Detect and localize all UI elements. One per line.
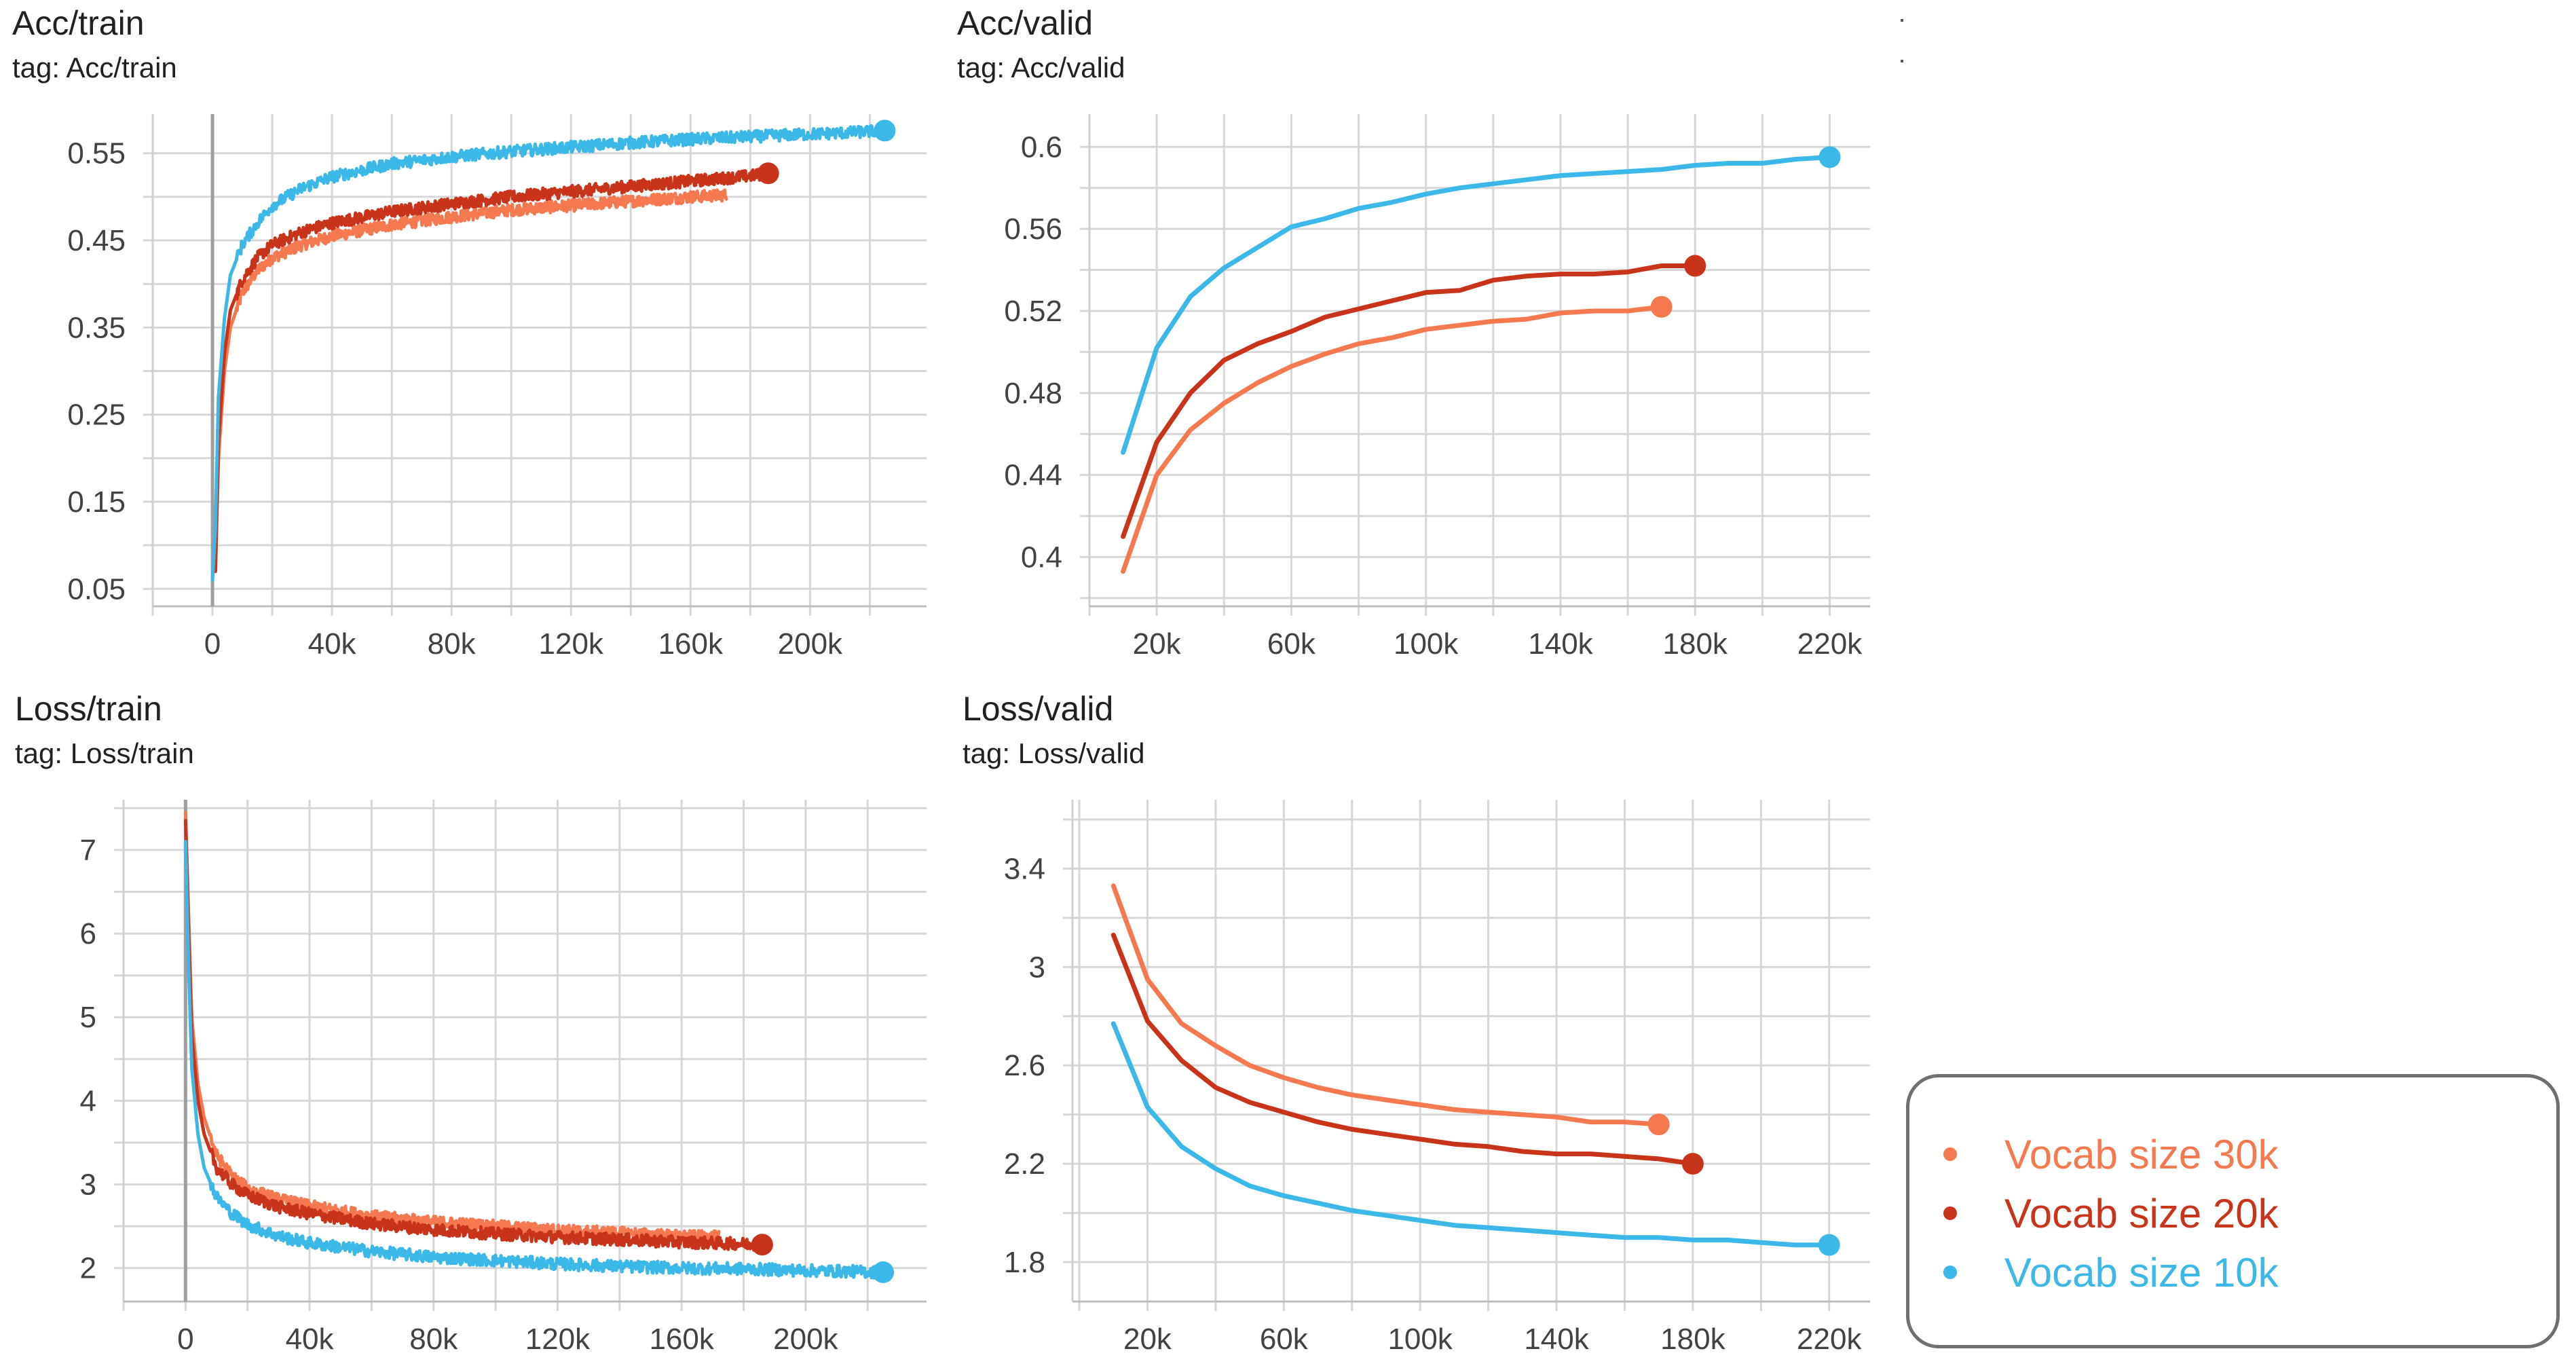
acc-valid-series-vocab-size-10k-line	[1121, 154, 1832, 455]
legend-item-10k: Vocab size 10k	[1943, 1245, 2279, 1299]
acc-train-series-vocab-size-20k-line	[213, 167, 770, 574]
acc-train-series-vocab-size-20k-end-marker	[757, 162, 779, 185]
loss-valid-series-vocab-size-20k-line	[1110, 932, 1696, 1166]
acc-valid-xtick-label: 100k	[1394, 627, 1459, 661]
loss-train-ytick-label: 6	[80, 917, 96, 950]
acc-train-xtick-label: 160k	[658, 627, 724, 661]
legend: Vocab size 30k Vocab size 20k Vocab size…	[1906, 1074, 2560, 1348]
legend-item-30k: Vocab size 30k	[1943, 1127, 2279, 1181]
loss-train-ytick-label: 4	[80, 1084, 96, 1118]
acc-valid-ytick-label: 0.44	[1004, 459, 1062, 492]
acc-valid-xtick-label: 180k	[1663, 627, 1728, 661]
panel-title-acc-train: Acc/train	[12, 4, 145, 42]
legend-dot-10k	[1943, 1266, 1957, 1279]
loss-train-ytick-label: 7	[80, 834, 96, 867]
loss-train-series-vocab-size-20k-line	[183, 819, 764, 1253]
loss-valid-xtick-label: 220k	[1797, 1323, 1862, 1356]
loss-train-ytick-label: 2	[80, 1252, 96, 1285]
acc-valid-ytick-label: 0.48	[1004, 377, 1062, 410]
corner-mark-top	[1901, 19, 1903, 22]
legend-dot-30k	[1943, 1147, 1957, 1161]
acc-train-series-vocab-size-30k-line	[213, 188, 728, 574]
legend-dot-20k	[1943, 1206, 1957, 1220]
loss-train-xtick-label: 0	[177, 1323, 193, 1356]
loss-valid-ytick-label: 1.8	[1004, 1246, 1045, 1279]
acc-valid-series-vocab-size-30k-end-marker	[1650, 295, 1673, 318]
loss-valid-xtick-label: 140k	[1524, 1323, 1589, 1356]
legend-label-20k: Vocab size 20k	[2004, 1190, 2279, 1236]
panel-tag-loss-valid: tag: Loss/valid	[963, 737, 1145, 769]
acc-train-ytick-label: 0.35	[67, 311, 126, 344]
panel-title-loss-valid: Loss/valid	[963, 690, 1114, 728]
acc-valid-xtick-label: 140k	[1528, 627, 1593, 661]
acc-train-xtick-label: 120k	[539, 627, 604, 661]
acc-train-ytick-label: 0.25	[67, 399, 126, 432]
legend-item-20k: Vocab size 20k	[1943, 1186, 2279, 1240]
acc-valid-ytick-label: 0.4	[1021, 541, 1062, 574]
loss-train-series-vocab-size-30k-line	[183, 811, 721, 1245]
acc-valid-ytick-label: 0.6	[1021, 130, 1062, 164]
legend-label-10k: Vocab size 10k	[2004, 1249, 2279, 1295]
loss-valid-xtick-label: 60k	[1260, 1323, 1309, 1356]
acc-valid-ytick-label: 0.52	[1004, 295, 1062, 328]
acc-train-xtick-label: 80k	[428, 627, 477, 661]
acc-valid-ytick-label: 0.56	[1004, 213, 1062, 246]
loss-valid-xtick-label: 180k	[1660, 1323, 1725, 1356]
loss-valid-series-vocab-size-30k-line	[1110, 883, 1662, 1127]
loss-valid-ytick-label: 3.4	[1004, 852, 1045, 885]
acc-train-ytick-label: 0.45	[67, 224, 126, 257]
loss-valid-ytick-label: 3	[1029, 950, 1045, 984]
loss-valid-series-vocab-size-10k-end-marker	[1818, 1234, 1840, 1256]
corner-mark-bottom	[1901, 60, 1903, 62]
acc-valid-series-vocab-size-10k-end-marker	[1818, 146, 1841, 168]
panel-tag-acc-train: tag: Acc/train	[12, 52, 177, 84]
acc-valid-xtick-label: 220k	[1797, 627, 1863, 661]
acc-train-series-vocab-size-10k-end-marker	[874, 119, 896, 142]
acc-valid-series-vocab-size-30k-line	[1121, 304, 1664, 574]
loss-train-series-vocab-size-10k-line	[183, 840, 885, 1280]
acc-valid-series-vocab-size-20k-end-marker	[1684, 255, 1706, 277]
loss-valid-series-vocab-size-20k-end-marker	[1681, 1153, 1704, 1175]
acc-valid-series-vocab-size-20k-line	[1121, 263, 1698, 539]
acc-train-xtick-label: 40k	[308, 627, 357, 661]
panel-title-loss-train: Loss/train	[15, 690, 162, 728]
acc-train-ytick-label: 0.55	[67, 137, 126, 170]
loss-valid-series-vocab-size-10k-line	[1110, 1021, 1832, 1248]
loss-valid-xtick-label: 100k	[1387, 1323, 1453, 1356]
acc-train-xtick-label: 0	[204, 627, 221, 661]
loss-valid-ytick-label: 2.6	[1004, 1049, 1045, 1082]
loss-train-xtick-label: 80k	[409, 1323, 458, 1356]
loss-train-ytick-label: 3	[80, 1168, 96, 1202]
loss-valid-series-vocab-size-30k-end-marker	[1647, 1113, 1670, 1136]
panel-tag-acc-valid: tag: Acc/valid	[957, 52, 1125, 84]
loss-train-series-vocab-size-20k-end-marker	[751, 1234, 773, 1256]
panel-tag-loss-train: tag: Loss/train	[15, 737, 194, 769]
acc-valid-xtick-label: 60k	[1267, 627, 1316, 661]
loss-train-xtick-label: 160k	[649, 1323, 714, 1356]
acc-train-xtick-label: 200k	[778, 627, 843, 661]
acc-train-series-vocab-size-10k-line	[210, 124, 886, 582]
loss-valid-ytick-label: 2.2	[1004, 1147, 1045, 1181]
loss-train-ytick-label: 5	[80, 1001, 96, 1034]
panel-title-acc-valid: Acc/valid	[957, 4, 1094, 42]
loss-train-xtick-label: 120k	[525, 1323, 591, 1356]
loss-train-xtick-label: 40k	[286, 1323, 335, 1356]
loss-train-series-vocab-size-10k-end-marker	[872, 1261, 895, 1283]
acc-train-ytick-label: 0.05	[67, 572, 126, 606]
acc-valid-xtick-label: 20k	[1133, 627, 1182, 661]
legend-label-30k: Vocab size 30k	[2004, 1131, 2279, 1177]
loss-valid-xtick-label: 20k	[1123, 1323, 1172, 1356]
acc-train-ytick-label: 0.15	[67, 485, 126, 519]
loss-train-xtick-label: 200k	[773, 1323, 838, 1356]
